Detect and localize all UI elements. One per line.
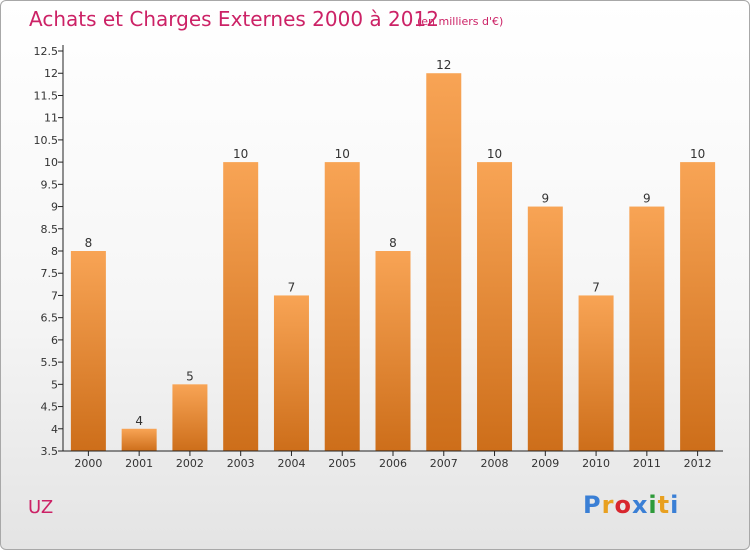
y-tick-label-1: 4	[51, 423, 58, 436]
logo-letter: t	[657, 491, 671, 519]
chart-unit-label: (en milliers d'€)	[417, 15, 504, 28]
logo-letter: x	[631, 491, 649, 519]
x-tick-label-2008: 2008	[481, 457, 509, 470]
x-tick-label-2002: 2002	[176, 457, 204, 470]
x-tick-label-2009: 2009	[531, 457, 559, 470]
data-label-2004: 7	[288, 280, 296, 294]
bar-2003	[223, 162, 259, 451]
y-tick-label-5: 6	[51, 334, 58, 347]
y-tick-label-3: 5	[51, 378, 58, 391]
data-label-2009: 9	[541, 192, 549, 206]
y-tick-label-14: 10.5	[34, 134, 59, 147]
y-tick-label-4: 5.5	[41, 356, 59, 369]
bar-2008	[477, 162, 513, 451]
y-tick-label-11: 9	[51, 201, 58, 214]
proxiti-logo: Proxiti	[583, 491, 679, 519]
data-label-2012: 10	[690, 147, 705, 161]
y-tick-label-13: 10	[44, 156, 58, 169]
data-label-2008: 10	[487, 147, 502, 161]
x-tick-label-2003: 2003	[227, 457, 255, 470]
x-tick-label-2006: 2006	[379, 457, 407, 470]
bar-2011	[629, 206, 665, 451]
bar-2010	[578, 295, 614, 451]
y-tick-label-0: 3.5	[41, 445, 59, 458]
y-tick-label-10: 8.5	[41, 223, 59, 236]
y-tick-label-16: 11.5	[34, 89, 59, 102]
x-tick-label-2012: 2012	[684, 457, 712, 470]
y-tick-label-9: 8	[51, 245, 58, 258]
bar-2012	[680, 162, 716, 451]
data-label-2011: 9	[643, 192, 651, 206]
y-tick-label-17: 12	[44, 67, 58, 80]
bar-2005	[324, 162, 360, 451]
bar-2007	[426, 73, 462, 451]
data-label-2000: 8	[85, 236, 93, 250]
x-tick-label-2007: 2007	[430, 457, 458, 470]
y-tick-label-6: 6.5	[41, 312, 59, 325]
bar-2004	[273, 295, 309, 451]
x-tick-label-2004: 2004	[277, 457, 305, 470]
bar-2001	[121, 428, 157, 451]
x-tick-label-2011: 2011	[633, 457, 661, 470]
y-tick-label-2: 4.5	[41, 401, 59, 414]
data-label-2005: 10	[335, 147, 350, 161]
y-tick-label-18: 12.5	[34, 45, 59, 58]
x-tick-label-2005: 2005	[328, 457, 356, 470]
data-label-2002: 5	[186, 369, 194, 383]
data-label-2003: 10	[233, 147, 248, 161]
chart-title: Achats et Charges Externes 2000 à 2012	[29, 7, 439, 31]
logo-letter: i	[670, 491, 680, 519]
logo-letter: o	[614, 491, 632, 519]
location-label: UZ	[28, 497, 54, 518]
y-tick-label-12: 9.5	[41, 178, 59, 191]
y-tick-label-8: 7.5	[41, 267, 59, 280]
bar-2002	[172, 384, 208, 451]
x-tick-label-2010: 2010	[582, 457, 610, 470]
x-tick-label-2001: 2001	[125, 457, 153, 470]
bar-2000	[70, 251, 106, 451]
bar-2006	[375, 251, 411, 451]
data-label-2001: 4	[135, 414, 143, 428]
data-label-2007: 12	[436, 58, 451, 72]
data-label-2010: 7	[592, 280, 600, 294]
bar-2009	[527, 206, 563, 451]
y-tick-label-7: 7	[51, 289, 58, 302]
logo-letter: P	[583, 491, 602, 519]
logo-letter: r	[601, 491, 615, 519]
x-tick-label-2000: 2000	[74, 457, 102, 470]
logo-letter: i	[648, 491, 658, 519]
data-label-2006: 8	[389, 236, 397, 250]
y-tick-label-15: 11	[44, 112, 58, 125]
